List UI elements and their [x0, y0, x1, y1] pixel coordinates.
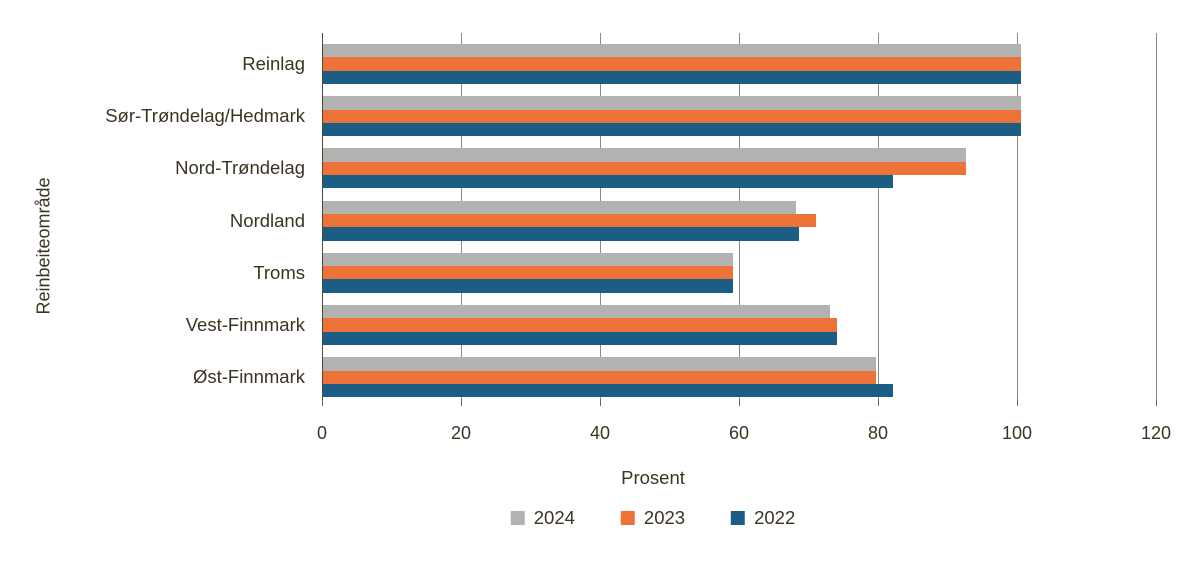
category-label: Vest-Finnmark [185, 313, 305, 335]
category-label: Reinlag [242, 52, 305, 74]
legend-label: 2023 [643, 507, 686, 528]
tick-label: 60 [728, 423, 750, 443]
gridline-80 [878, 33, 879, 400]
bar-2022-vest-finnmark [323, 331, 838, 345]
category-label: Nordland [229, 209, 305, 231]
bar-2024-vest-finnmark [323, 305, 831, 319]
y-axis-line [322, 33, 323, 400]
legend-swatch-icon [731, 511, 746, 525]
tick-mark [461, 399, 462, 406]
bar-2023-vest-finnmark [323, 318, 838, 332]
y-axis-title: Reinbeiteområde [33, 177, 54, 315]
bar-2022-s-r-tr-ndelag-hedmark [323, 122, 1022, 137]
legend: 2024 2023 2022 [510, 507, 795, 529]
tick-mark [322, 399, 323, 406]
bar-2024--st-finnmark [323, 357, 876, 371]
tick-mark [1156, 399, 1157, 406]
gridline-120 [1156, 33, 1157, 400]
legend-item-2023: 2023 [620, 507, 686, 529]
bar-2023-troms [323, 266, 734, 280]
gridline-100 [1017, 33, 1018, 400]
x-axis-title: Prosent [621, 467, 685, 488]
bar-2024-s-r-tr-ndelag-hedmark [323, 96, 1022, 110]
tick-label: 120 [1140, 423, 1172, 443]
tick-mark [739, 399, 740, 406]
bar-2023-nord-tr-ndelag [323, 161, 966, 176]
category-label: Nord-Trøndelag [175, 157, 305, 179]
category-label: Sør-Trøndelag/Hedmark [105, 105, 305, 127]
bar-2023-s-r-tr-ndelag-hedmark [323, 109, 1022, 123]
legend-item-2022: 2022 [731, 507, 795, 529]
bar-2023--st-finnmark [323, 370, 876, 384]
bar-2022-reinlag [323, 70, 1022, 84]
tick-label: 20 [450, 423, 472, 443]
legend-label: 2022 [754, 507, 796, 528]
bar-2022-troms [323, 279, 734, 293]
bar-2024-nord-tr-ndelag [323, 148, 966, 162]
bar-2022-nordland [323, 227, 800, 241]
tick-label: 0 [316, 423, 328, 443]
tick-label: 80 [867, 423, 889, 443]
tick-mark [878, 399, 879, 406]
bar-2022--st-finnmark [323, 383, 893, 398]
bar-2023-reinlag [323, 57, 1022, 71]
legend-label: 2024 [533, 507, 575, 528]
plot-area [322, 33, 1165, 400]
category-label: Troms [253, 261, 305, 283]
bar-2024-reinlag [323, 44, 1022, 58]
bar-2023-nordland [323, 213, 817, 228]
tick-label: 40 [589, 423, 611, 443]
bar-2024-troms [323, 252, 734, 267]
legend-item-2024: 2024 [510, 507, 575, 529]
category-label: Øst-Finnmark [192, 366, 305, 388]
legend-swatch-icon [620, 511, 635, 525]
bar-2024-nordland [323, 200, 796, 214]
bar-2022-nord-tr-ndelag [323, 175, 893, 189]
tick-mark [600, 399, 601, 406]
tick-mark [1017, 399, 1018, 406]
tick-label: 100 [1001, 423, 1033, 443]
legend-swatch-icon [510, 511, 525, 525]
